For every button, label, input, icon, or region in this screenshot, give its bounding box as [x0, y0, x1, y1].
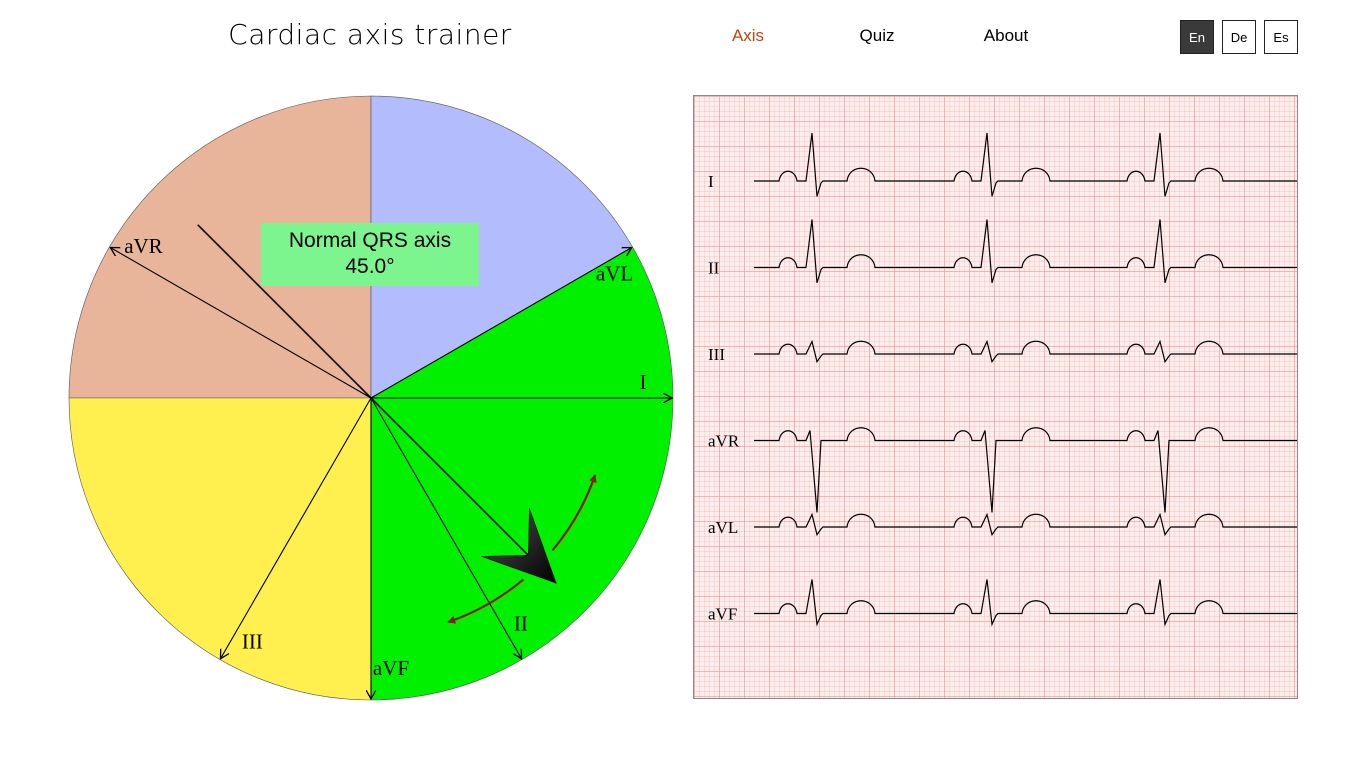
- ecg-trace-I: [754, 132, 1297, 197]
- qrs-axis-line: [370, 397, 557, 584]
- wheel-sector-normal-axis: [370, 246, 674, 701]
- axis-angle-text: 45.0°: [345, 255, 395, 278]
- axis-drag-handle[interactable]: [481, 508, 557, 584]
- ecg-panel: I II III aVR aVL aVF: [693, 95, 1298, 699]
- lang-de-button[interactable]: De: [1222, 20, 1256, 54]
- ecg-lead-label-aVL: aVL: [708, 518, 738, 537]
- qrs-axis-line-tail: [197, 224, 372, 399]
- wheel-sector-left-axis-deviation: [370, 95, 633, 399]
- ecg-trace-III: [754, 339, 1297, 364]
- axis-classification-text: Normal QRS axis: [288, 229, 452, 252]
- axis-info-box: Normal QRS axis 45.0°: [261, 223, 479, 286]
- lead-label-aVR: aVR: [124, 234, 163, 258]
- ecg-trace-aVF: [754, 579, 1297, 627]
- lead-label-aVF: aVF: [373, 656, 409, 680]
- ecg-lead-label-I: I: [708, 172, 714, 191]
- ecg-lead-label-III: III: [708, 345, 725, 364]
- lead-vector-II: [370, 397, 522, 659]
- lead-label-aVL: aVL: [596, 262, 633, 286]
- lead-label-III: III: [242, 629, 263, 653]
- nav-quiz-link[interactable]: Quiz: [859, 26, 895, 45]
- lead-label-II: II: [514, 611, 528, 635]
- lead-vector-aVR: [110, 248, 372, 399]
- lang-es-button[interactable]: Es: [1264, 20, 1298, 54]
- lead-vector-III: [221, 397, 372, 659]
- ecg-trace-aVR: [754, 427, 1297, 513]
- rotate-counterclockwise-icon: [551, 474, 597, 552]
- main-nav: Axis Quiz About: [700, 26, 1080, 50]
- ecg-trace-II: [754, 219, 1297, 284]
- ecg-lead-label-aVF: aVF: [708, 605, 737, 624]
- rotate-clockwise-icon: [447, 578, 525, 624]
- wheel-sector-right-axis-deviation: [68, 397, 372, 701]
- nav-axis-link[interactable]: Axis: [731, 26, 765, 45]
- nav-about-link[interactable]: About: [983, 26, 1029, 45]
- ecg-lead-label-II: II: [708, 259, 720, 278]
- lead-vector-aVL: [370, 248, 632, 399]
- page-title: Cardiac axis trainer: [228, 18, 512, 51]
- lang-en-button[interactable]: En: [1180, 20, 1214, 54]
- ecg-trace-aVL: [754, 512, 1297, 537]
- ecg-lead-label-aVR: aVR: [708, 432, 740, 451]
- lead-label-I: I: [640, 370, 647, 394]
